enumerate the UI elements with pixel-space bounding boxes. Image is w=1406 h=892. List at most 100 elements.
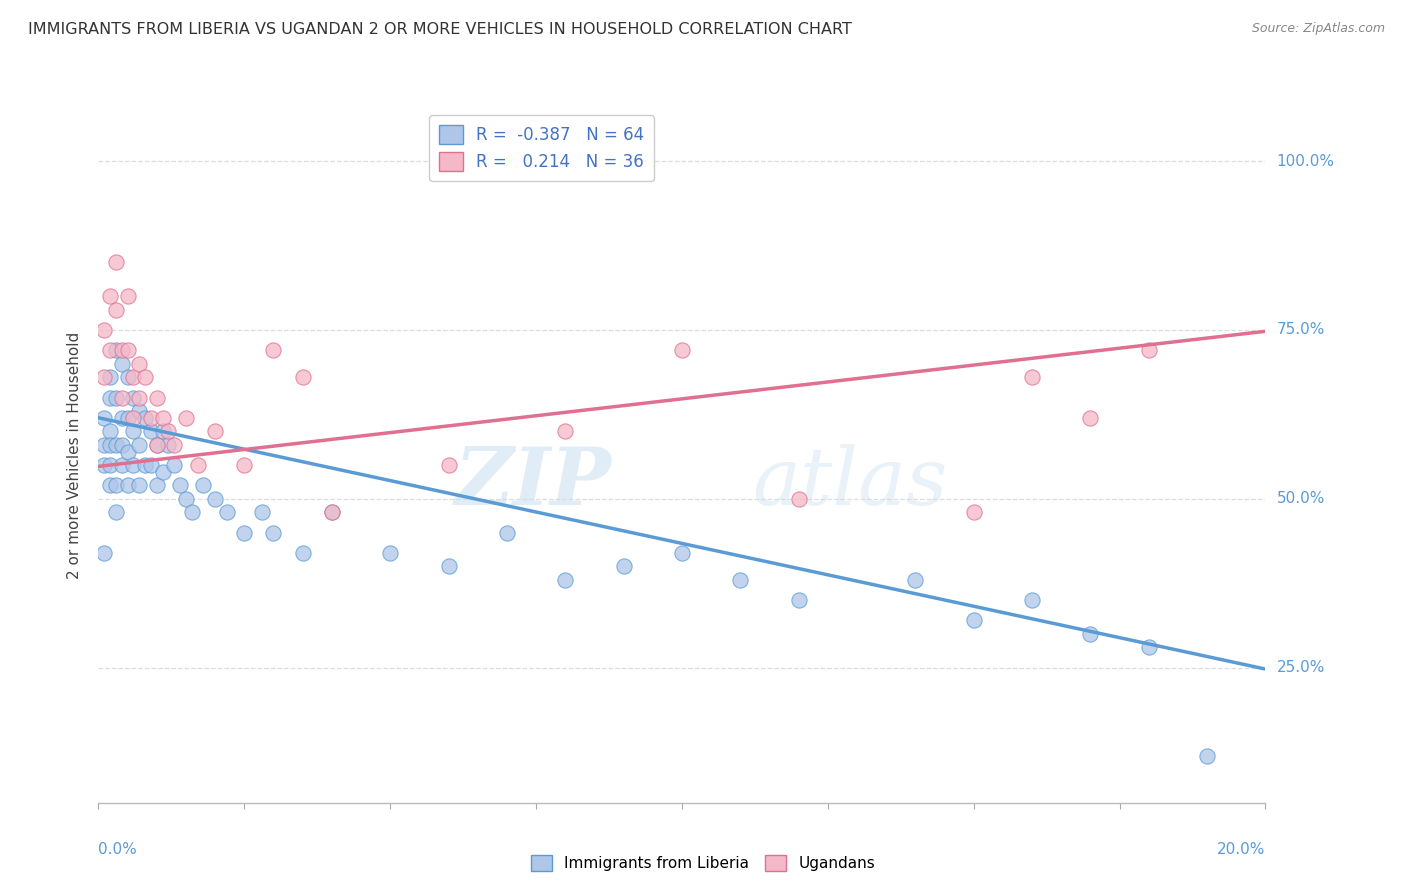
Point xyxy=(671,546,693,560)
Point xyxy=(321,505,343,519)
Point xyxy=(321,505,343,519)
Point xyxy=(98,424,121,438)
Point xyxy=(152,465,174,479)
Point xyxy=(128,357,150,371)
Point xyxy=(111,343,134,358)
Point xyxy=(233,458,256,472)
Point xyxy=(1080,410,1102,425)
Point xyxy=(93,323,115,337)
Text: 75.0%: 75.0% xyxy=(1277,322,1324,337)
Point xyxy=(962,614,984,628)
Point xyxy=(122,370,145,384)
Text: IMMIGRANTS FROM LIBERIA VS UGANDAN 2 OR MORE VEHICLES IN HOUSEHOLD CORRELATION C: IMMIGRANTS FROM LIBERIA VS UGANDAN 2 OR … xyxy=(28,22,852,37)
Point xyxy=(93,546,115,560)
Point xyxy=(117,289,139,303)
Point xyxy=(291,370,314,384)
Point xyxy=(1080,627,1102,641)
Point xyxy=(204,491,226,506)
Point xyxy=(139,458,162,472)
Point xyxy=(111,391,134,405)
Point xyxy=(122,391,145,405)
Point xyxy=(98,289,121,303)
Point xyxy=(1021,593,1043,607)
Point xyxy=(104,478,127,492)
Point xyxy=(787,491,810,506)
Point xyxy=(134,458,156,472)
Point xyxy=(146,391,169,405)
Point xyxy=(122,410,145,425)
Point xyxy=(962,505,984,519)
Point xyxy=(117,343,139,358)
Point xyxy=(93,370,115,384)
Point xyxy=(111,357,134,371)
Y-axis label: 2 or more Vehicles in Household: 2 or more Vehicles in Household xyxy=(67,331,83,579)
Point xyxy=(157,438,180,452)
Point xyxy=(111,438,134,452)
Legend: R =  -0.387   N = 64, R =   0.214   N = 36: R = -0.387 N = 64, R = 0.214 N = 36 xyxy=(429,115,654,181)
Point xyxy=(496,525,519,540)
Point xyxy=(146,478,169,492)
Point xyxy=(117,370,139,384)
Point xyxy=(671,343,693,358)
Point xyxy=(139,410,162,425)
Point xyxy=(128,391,150,405)
Point xyxy=(93,438,115,452)
Point xyxy=(146,438,169,452)
Point xyxy=(1021,370,1043,384)
Legend: Immigrants from Liberia, Ugandans: Immigrants from Liberia, Ugandans xyxy=(524,849,882,877)
Point xyxy=(122,458,145,472)
Point xyxy=(180,505,202,519)
Point xyxy=(104,438,127,452)
Point xyxy=(111,458,134,472)
Point xyxy=(134,370,156,384)
Point xyxy=(98,391,121,405)
Text: 100.0%: 100.0% xyxy=(1277,153,1334,169)
Point xyxy=(262,343,284,358)
Point xyxy=(215,505,238,519)
Point xyxy=(117,444,139,458)
Point xyxy=(139,424,162,438)
Point xyxy=(554,424,576,438)
Point xyxy=(104,255,127,269)
Point xyxy=(262,525,284,540)
Point xyxy=(169,478,191,492)
Point xyxy=(730,573,752,587)
Point xyxy=(152,410,174,425)
Point xyxy=(1195,748,1218,763)
Point xyxy=(104,505,127,519)
Point xyxy=(437,559,460,574)
Point xyxy=(152,424,174,438)
Point xyxy=(111,410,134,425)
Point xyxy=(98,370,121,384)
Text: atlas: atlas xyxy=(752,444,948,522)
Point xyxy=(128,438,150,452)
Point xyxy=(104,343,127,358)
Point xyxy=(787,593,810,607)
Point xyxy=(250,505,273,519)
Point xyxy=(1137,640,1160,655)
Point xyxy=(291,546,314,560)
Point xyxy=(163,438,186,452)
Text: ZIP: ZIP xyxy=(456,444,612,522)
Text: 50.0%: 50.0% xyxy=(1277,491,1324,507)
Point xyxy=(163,458,186,472)
Point xyxy=(93,410,115,425)
Point xyxy=(134,410,156,425)
Text: 25.0%: 25.0% xyxy=(1277,660,1324,675)
Point xyxy=(187,458,209,472)
Point xyxy=(193,478,215,492)
Text: 20.0%: 20.0% xyxy=(1218,842,1265,856)
Point xyxy=(437,458,460,472)
Point xyxy=(122,424,145,438)
Point xyxy=(1137,343,1160,358)
Point xyxy=(157,424,180,438)
Point xyxy=(128,478,150,492)
Point xyxy=(104,302,127,317)
Point xyxy=(174,410,197,425)
Point xyxy=(128,404,150,418)
Point xyxy=(380,546,402,560)
Point xyxy=(98,478,121,492)
Point xyxy=(204,424,226,438)
Point xyxy=(98,438,121,452)
Point xyxy=(117,478,139,492)
